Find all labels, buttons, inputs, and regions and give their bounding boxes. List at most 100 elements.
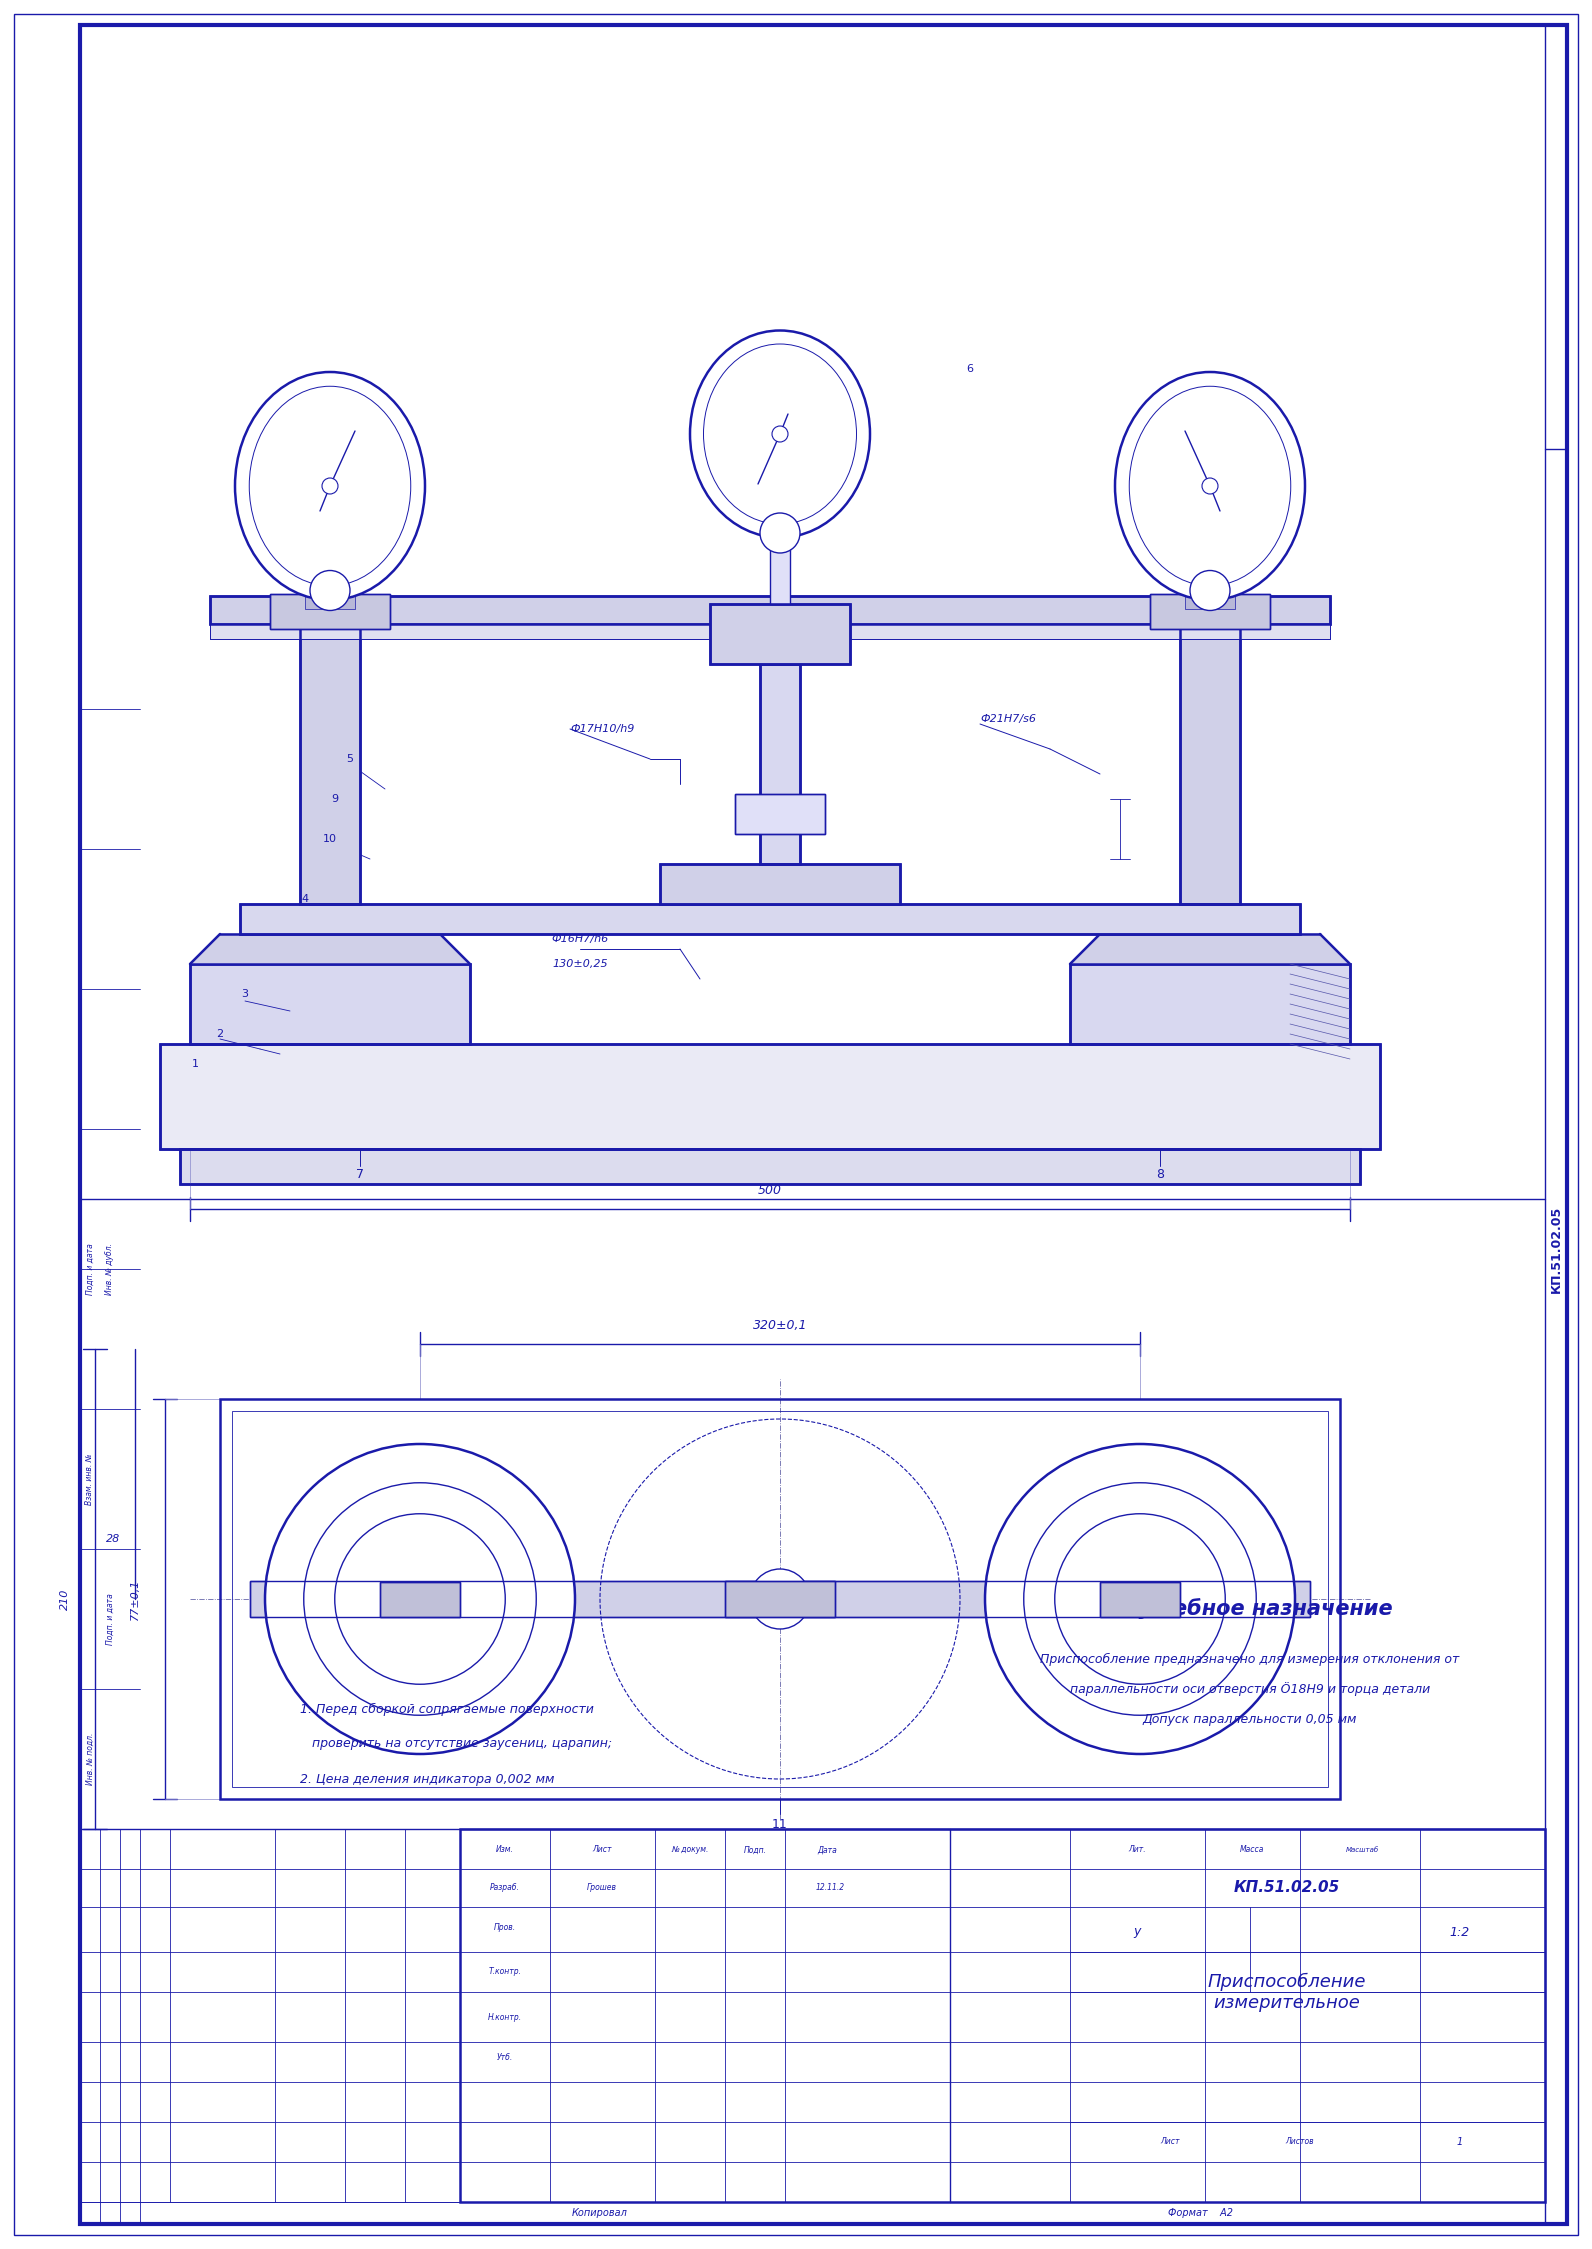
Text: 1: 1 (191, 1059, 199, 1068)
Bar (1100, 1581, 1180, 1617)
Bar (661, 864, 899, 904)
Text: проверить на отсутствие заусениц, царапин;: проверить на отсутствие заусениц, царапи… (299, 1738, 613, 1750)
Text: 1. Перед сборкой сопрягаемые поверхности: 1. Перед сборкой сопрягаемые поверхности (299, 1702, 594, 1716)
Bar (380, 1581, 460, 1617)
Bar (460, 1828, 1544, 2202)
Bar (299, 623, 360, 904)
Text: 6: 6 (966, 364, 973, 373)
Text: 28: 28 (107, 1534, 119, 1545)
Bar (771, 524, 790, 605)
Ellipse shape (1114, 371, 1305, 600)
Text: КП.51.02.05: КП.51.02.05 (1549, 1205, 1562, 1293)
Text: Листов: Листов (1286, 2137, 1315, 2146)
Bar (180, 1149, 1360, 1183)
Polygon shape (189, 933, 470, 965)
Text: 210: 210 (60, 1588, 70, 1610)
Text: у: у (1134, 1925, 1141, 1939)
Text: Допуск параллельности 0,05 мм: Допуск параллельности 0,05 мм (1143, 1711, 1358, 1725)
Bar (189, 965, 470, 1044)
Text: 1: 1 (1457, 2137, 1463, 2148)
Text: 8: 8 (1156, 1167, 1164, 1181)
Bar (710, 605, 850, 663)
Text: Ф16Н7/h6: Ф16Н7/h6 (551, 933, 608, 945)
Polygon shape (1070, 933, 1350, 965)
Text: Служебное назначение: Служебное назначение (1108, 1599, 1393, 1619)
Text: параллельности оси отверстия Ö18Н9 и торца детали: параллельности оси отверстия Ö18Н9 и тор… (1070, 1682, 1430, 1696)
Bar (1180, 623, 1240, 904)
Text: Утб.: Утб. (497, 2053, 513, 2062)
Bar (240, 904, 1301, 933)
Bar (189, 965, 470, 1044)
Text: 10: 10 (323, 834, 338, 843)
Bar (766, 506, 794, 524)
Circle shape (1202, 479, 1218, 495)
Bar (240, 904, 1301, 933)
Text: 1:2: 1:2 (1450, 1925, 1469, 1939)
Bar (161, 1044, 1380, 1149)
Bar (710, 605, 850, 663)
Bar (661, 864, 899, 904)
Text: Инв. № дубл.: Инв. № дубл. (105, 1244, 115, 1295)
Circle shape (264, 1444, 575, 1754)
Text: Взам. инв. №: Взам. инв. № (86, 1453, 94, 1505)
Bar (759, 663, 801, 864)
Text: Пров.: Пров. (494, 1923, 516, 1932)
Circle shape (322, 589, 338, 605)
Text: Подп. и дата: Подп. и дата (86, 1244, 94, 1295)
Text: Приспособление предназначено для измерения отклонения от: Приспособление предназначено для измерен… (1041, 1653, 1460, 1667)
Bar (271, 594, 390, 630)
Bar (1544, 25, 1567, 2224)
Bar (1100, 1581, 1180, 1617)
Bar (271, 594, 390, 630)
Bar (210, 596, 1329, 623)
Text: Т.контр.: Т.контр. (489, 1968, 522, 1977)
Text: Ф21Н7/s6: Ф21Н7/s6 (981, 713, 1036, 724)
Text: Масштаб: Масштаб (1345, 1846, 1379, 1853)
Bar (210, 623, 1329, 639)
Bar (724, 1581, 834, 1617)
Bar (1070, 965, 1350, 1044)
Text: 3: 3 (242, 990, 248, 999)
Text: КП.51.02.05: КП.51.02.05 (1234, 1880, 1340, 1894)
Text: 9: 9 (331, 794, 339, 803)
Text: Ф17Н10/h9: Ф17Н10/h9 (570, 724, 634, 733)
Text: Масса: Масса (1240, 1846, 1264, 1855)
Bar (250, 1581, 1310, 1617)
Text: 2. Цена деления индикатора 0,002 мм: 2. Цена деления индикатора 0,002 мм (299, 1772, 554, 1786)
Text: 12: 12 (774, 364, 786, 373)
Text: Дата: Дата (817, 1846, 837, 1855)
Bar (1180, 623, 1240, 904)
Bar (759, 663, 801, 864)
Bar (210, 623, 1329, 639)
Text: Подп. и дата: Подп. и дата (105, 1592, 115, 1644)
Bar (250, 1581, 1310, 1617)
Circle shape (759, 513, 801, 553)
Circle shape (310, 571, 350, 609)
Bar (210, 596, 1329, 623)
Text: 2: 2 (217, 1030, 223, 1039)
Circle shape (985, 1444, 1294, 1754)
Text: 320±0,1: 320±0,1 (753, 1320, 807, 1331)
Text: Лист: Лист (1161, 2137, 1180, 2146)
Bar (80, 1828, 460, 2202)
Text: Грошев: Грошев (587, 1882, 618, 1891)
Bar (724, 1581, 834, 1617)
Bar (736, 794, 825, 834)
Text: 11: 11 (772, 1817, 788, 1831)
Bar (306, 587, 355, 609)
Circle shape (322, 479, 338, 495)
Bar (161, 1044, 1380, 1149)
Text: 5: 5 (347, 753, 353, 765)
Bar (180, 1149, 1360, 1183)
Bar (80, 2202, 1544, 2224)
Circle shape (1189, 571, 1231, 609)
Bar (299, 623, 360, 904)
Bar (1149, 594, 1270, 630)
Text: 130±0,25: 130±0,25 (552, 958, 608, 969)
Text: 4: 4 (301, 895, 309, 904)
Bar (380, 1581, 460, 1617)
Text: № докум.: № докум. (672, 1846, 708, 1855)
Bar (1070, 965, 1350, 1044)
Text: Изм.: Изм. (497, 1846, 514, 1855)
Circle shape (772, 425, 788, 443)
